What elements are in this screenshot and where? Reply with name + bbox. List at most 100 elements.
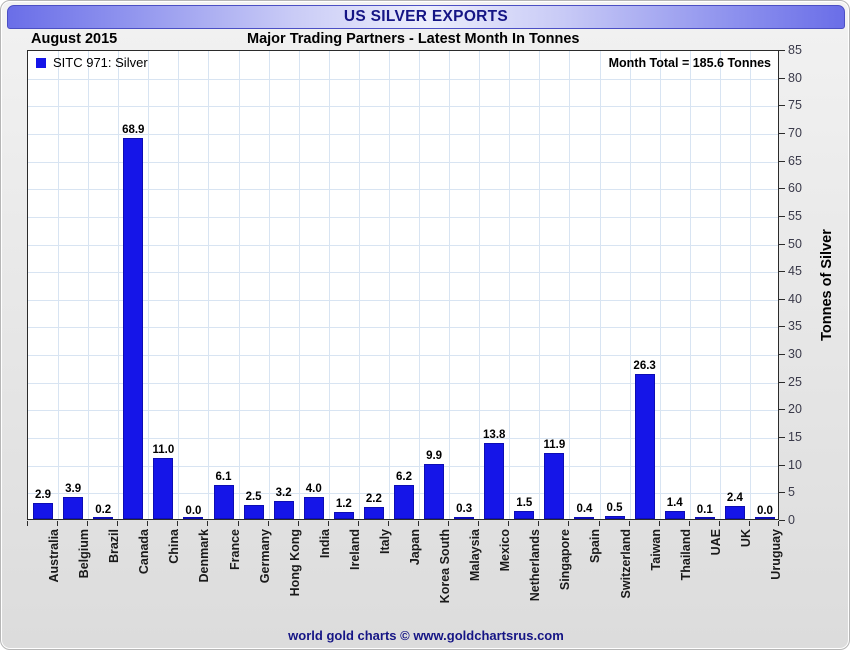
- bar-value-label: 26.3: [633, 359, 656, 372]
- bar-group: 13.8: [479, 51, 509, 519]
- chart-subtitle: Major Trading Partners - Latest Month In…: [247, 31, 580, 47]
- bar[interactable]: [664, 511, 685, 519]
- bar-group: 0.0: [178, 51, 208, 519]
- bar[interactable]: [484, 442, 505, 519]
- bar-group: 11.9: [539, 51, 569, 519]
- bar-value-label: 6.1: [215, 471, 232, 484]
- bar[interactable]: [424, 464, 445, 519]
- x-category-label: Canada: [137, 529, 152, 575]
- bar-value-label: 1.5: [516, 496, 533, 509]
- y-tick-mark: [779, 77, 785, 79]
- bar-group: 1.5: [509, 51, 539, 519]
- bars-layer: 2.9 3.9 0.2 68.9 11.0 0.0 6.1 2.5 3.2 4.0 1.2 2.2 6.…: [28, 51, 778, 519]
- plot-area: SITC 971: Silver Month Total = 185.6 Ton…: [27, 50, 779, 520]
- bar-group: 2.2: [359, 51, 389, 519]
- bar-value-label: 11.9: [543, 439, 566, 452]
- y-tick-label: 25: [788, 374, 802, 389]
- bar[interactable]: [333, 512, 354, 519]
- bar[interactable]: [604, 516, 625, 519]
- x-tick-mark: [568, 521, 569, 526]
- y-tick-label: 10: [788, 457, 802, 472]
- bar-value-label: 2.2: [365, 492, 382, 505]
- y-tick-mark: [779, 188, 785, 190]
- x-tick-mark: [719, 521, 720, 526]
- bar[interactable]: [514, 510, 535, 519]
- title-bar: US SILVER EXPORTS: [7, 5, 845, 29]
- bar-value-label: 4.0: [305, 482, 322, 495]
- bar-value-label: 0.4: [576, 502, 593, 515]
- bar-group: 0.4: [569, 51, 599, 519]
- chart-legend: SITC 971: Silver: [36, 55, 148, 70]
- y-tick-label: 30: [788, 347, 802, 362]
- bar[interactable]: [694, 517, 715, 519]
- bar[interactable]: [93, 517, 114, 519]
- x-tick-mark: [448, 521, 449, 526]
- x-category-label: Brazil: [107, 529, 122, 564]
- bar-value-label: 1.2: [335, 498, 352, 511]
- bar[interactable]: [33, 502, 54, 519]
- bar[interactable]: [183, 517, 204, 519]
- y-tick-label: 85: [788, 43, 802, 57]
- x-tick-mark: [659, 521, 660, 526]
- bar[interactable]: [303, 496, 324, 519]
- x-tick-mark: [749, 521, 750, 526]
- x-tick-mark: [207, 521, 208, 526]
- bar[interactable]: [544, 453, 565, 519]
- bar-group: 6.1: [208, 51, 238, 519]
- bar[interactable]: [574, 516, 595, 519]
- bar-value-label: 3.2: [275, 487, 292, 500]
- x-tick-mark: [418, 521, 419, 526]
- y-tick-label: 65: [788, 153, 802, 168]
- x-tick-mark: [599, 521, 600, 526]
- bar-group: 11.0: [148, 51, 178, 519]
- bar[interactable]: [363, 506, 384, 519]
- bar-group: 6.2: [389, 51, 419, 519]
- x-category-label: Germany: [257, 529, 272, 584]
- bar-value-label: 0.0: [756, 505, 773, 517]
- y-tick-label: 5: [788, 485, 795, 500]
- bar[interactable]: [724, 505, 745, 519]
- bar[interactable]: [63, 497, 84, 519]
- bar-value-label: 11.0: [152, 444, 175, 457]
- y-tick-mark: [779, 243, 785, 245]
- y-tick-label: 50: [788, 236, 802, 251]
- bar[interactable]: [153, 458, 174, 519]
- x-category-label: Singapore: [558, 529, 573, 591]
- bar-group: 9.9: [419, 51, 449, 519]
- bar[interactable]: [243, 505, 264, 519]
- y-tick-label: 75: [788, 98, 802, 113]
- x-tick-mark: [238, 521, 239, 526]
- bar[interactable]: [123, 138, 144, 519]
- x-category-label: UAE: [708, 529, 723, 556]
- y-tick-mark: [779, 354, 785, 356]
- bar[interactable]: [393, 484, 414, 519]
- footer-credit: world gold charts © www.goldchartsrus.co…: [288, 628, 564, 643]
- bar-value-label: 0.3: [456, 503, 473, 516]
- x-category-label: Belgium: [77, 529, 92, 579]
- y-tick-label: 15: [788, 430, 802, 445]
- bar-group: 2.4: [720, 51, 750, 519]
- x-tick-mark: [57, 521, 58, 526]
- bar[interactable]: [634, 373, 655, 519]
- x-category-label: Netherlands: [528, 529, 543, 602]
- bar[interactable]: [754, 517, 775, 519]
- bar-value-label: 0.0: [185, 505, 202, 517]
- y-tick-mark: [779, 326, 785, 328]
- bar[interactable]: [273, 501, 294, 519]
- bar-group: 1.4: [660, 51, 690, 519]
- legend-label: SITC 971: Silver: [53, 55, 148, 70]
- x-tick-mark: [268, 521, 269, 526]
- x-category-label: China: [167, 529, 182, 564]
- y-tick-label: 40: [788, 291, 802, 306]
- subtitle-row: August 2015 Major Trading Partners - Lat…: [1, 31, 849, 51]
- x-category-label: Malaysia: [468, 529, 483, 582]
- bar[interactable]: [454, 517, 475, 519]
- x-category-label: UK: [738, 529, 753, 548]
- x-tick-mark: [629, 521, 630, 526]
- bar[interactable]: [213, 485, 234, 519]
- x-tick-mark: [358, 521, 359, 526]
- footer: world gold charts © www.goldchartsrus.co…: [1, 627, 849, 645]
- x-category-label: Switzerland: [618, 529, 633, 599]
- bar-value-label: 0.5: [606, 502, 623, 515]
- x-category-label: Uruguay: [768, 529, 783, 580]
